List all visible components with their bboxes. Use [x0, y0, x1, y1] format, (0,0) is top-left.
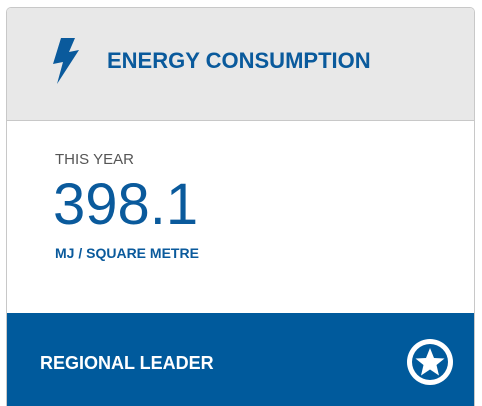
- star-badge-icon: [407, 339, 453, 385]
- period-label: THIS YEAR: [55, 151, 134, 168]
- card-body: THIS YEAR 398.1 MJ / SQUARE METRE: [7, 121, 474, 313]
- lightning-icon: [53, 38, 79, 84]
- card-header: ENERGY CONSUMPTION: [7, 8, 474, 121]
- metric-value: 398.1: [53, 172, 199, 237]
- footer-text: REGIONAL LEADER: [40, 353, 214, 373]
- card: ENERGY CONSUMPTION THIS YEAR 398.1 MJ / …: [6, 7, 475, 406]
- metric-unit: MJ / SQUARE METRE: [55, 245, 199, 261]
- card-footer: REGIONAL LEADER: [7, 313, 474, 406]
- card-title: ENERGY CONSUMPTION: [107, 48, 371, 73]
